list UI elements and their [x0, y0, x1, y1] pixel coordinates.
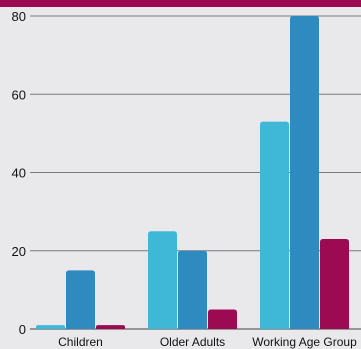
top-accent-band	[0, 0, 361, 7]
y-tick-label: 60	[12, 87, 26, 102]
bar	[96, 325, 125, 329]
y-tick-label: 0	[19, 322, 26, 337]
x-category-label: Children	[58, 335, 103, 349]
bar	[148, 231, 177, 329]
bar	[208, 309, 237, 329]
y-tick-label: 40	[12, 166, 26, 181]
bar	[178, 250, 207, 329]
bar	[290, 16, 319, 329]
x-category-label: Working Age Group	[252, 335, 357, 349]
y-tick-label: 80	[12, 9, 26, 24]
bar	[66, 270, 95, 329]
x-axis-categories: Children Older Adults Working Age Group	[58, 335, 357, 349]
y-tick-label: 20	[12, 244, 26, 259]
bar	[320, 239, 349, 329]
bars	[36, 16, 349, 329]
bar	[260, 121, 289, 329]
y-axis-ticks: 0 20 40 60 80	[12, 9, 26, 337]
bar	[36, 325, 65, 329]
x-category-label: Older Adults	[160, 335, 225, 349]
